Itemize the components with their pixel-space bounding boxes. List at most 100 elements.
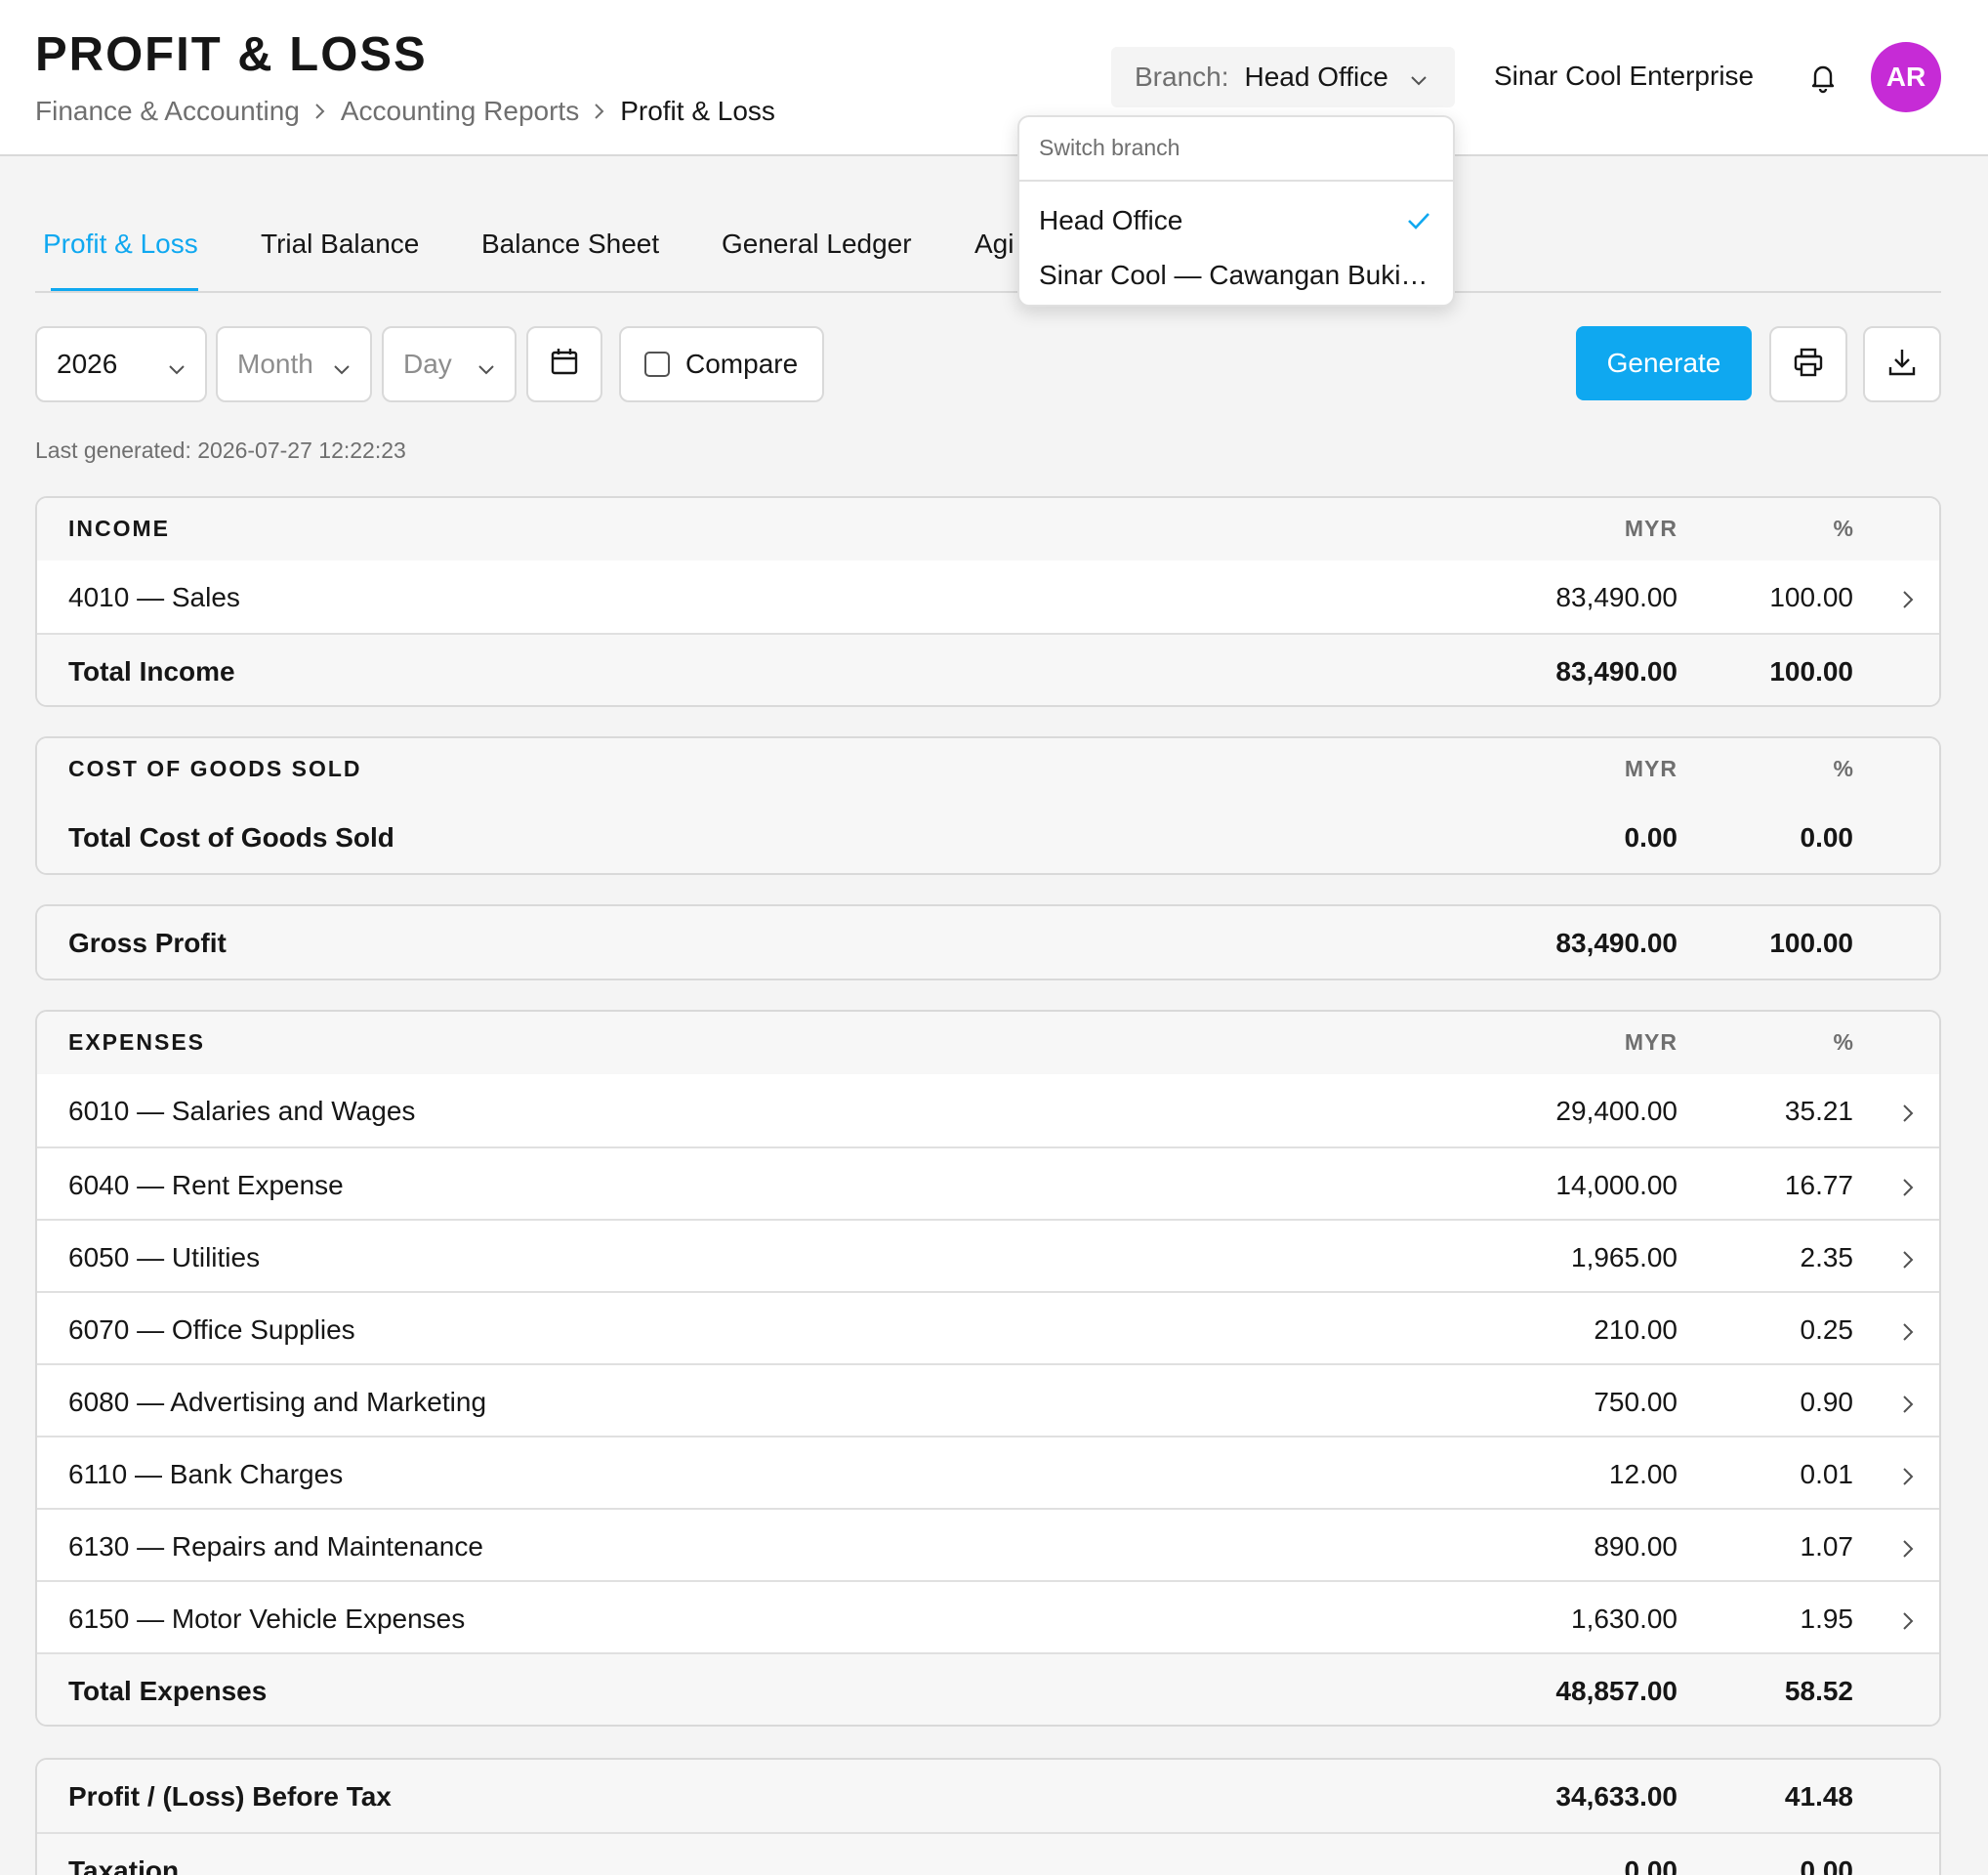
total-label: Gross Profit (68, 928, 227, 958)
chevron-right-icon[interactable] (1900, 1391, 1916, 1422)
branch-label: Branch: (1135, 62, 1229, 92)
table-row[interactable]: 6010 — Salaries and Wages 29,400.00 35.2… (37, 1074, 1939, 1146)
account-percent: 0.90 (1800, 1387, 1854, 1417)
print-button[interactable] (1769, 326, 1847, 402)
generate-button[interactable]: Generate (1576, 326, 1752, 400)
compare-checkbox[interactable] (644, 352, 670, 377)
table-row[interactable]: 4010 — Sales 83,490.00 100.00 (37, 561, 1939, 633)
chevron-right-icon[interactable] (1900, 1100, 1916, 1131)
year-value: 2026 (57, 349, 118, 379)
chevron-right-icon[interactable] (1900, 1463, 1916, 1494)
column-header-percent: % (1833, 756, 1853, 781)
calendar-icon (550, 347, 579, 383)
section-header: EXPENSES MYR % (37, 1012, 1939, 1074)
total-amount: 83,490.00 (1555, 928, 1677, 958)
chevron-right-icon[interactable] (1900, 1607, 1916, 1639)
branch-value: Head Office (1244, 62, 1388, 92)
chevron-right-icon[interactable] (1900, 1246, 1916, 1277)
chevron-down-icon (166, 355, 187, 387)
branch-option-bukit[interactable]: Sinar Cool — Cawangan Bukit… (1039, 260, 1436, 290)
account-amount: 29,400.00 (1555, 1096, 1677, 1126)
check-icon (1406, 207, 1431, 238)
account-amount: 12.00 (1608, 1459, 1677, 1489)
section-title: EXPENSES (68, 1029, 205, 1055)
total-percent: 0.00 (1800, 822, 1854, 853)
day-select[interactable]: Day (382, 326, 517, 402)
account-percent: 35.21 (1784, 1096, 1853, 1126)
account-name: 6150 — Motor Vehicle Expenses (68, 1604, 466, 1634)
column-header-myr: MYR (1624, 756, 1677, 781)
chevron-right-icon[interactable] (1900, 1535, 1916, 1566)
branch-option-head-office[interactable]: Head Office (1019, 191, 1453, 246)
breadcrumb-accounting-reports[interactable]: Accounting Reports (340, 96, 580, 126)
report-tabs: Profit & Loss Trial Balance Balance Shee… (35, 223, 1941, 293)
avatar[interactable]: AR (1871, 42, 1941, 112)
table-row[interactable]: 6150 — Motor Vehicle Expenses 1,630.00 1… (37, 1580, 1939, 1652)
account-amount: 1,965.00 (1571, 1242, 1677, 1272)
account-name: 6040 — Rent Expense (68, 1170, 344, 1200)
account-percent: 0.01 (1800, 1459, 1854, 1489)
section-header: INCOME MYR % (37, 498, 1939, 561)
notification-bell-icon[interactable] (1806, 61, 1840, 99)
table-row[interactable]: 6080 — Advertising and Marketing 750.00 … (37, 1363, 1939, 1436)
total-percent: 100.00 (1769, 656, 1853, 687)
account-amount: 1,630.00 (1571, 1604, 1677, 1634)
cogs-section: COST OF GOODS SOLD MYR % Total Cost of G… (35, 736, 1941, 875)
account-name: 4010 — Sales (68, 582, 240, 612)
table-row[interactable]: 6130 — Repairs and Maintenance 890.00 1.… (37, 1508, 1939, 1580)
account-amount: 890.00 (1594, 1531, 1677, 1562)
download-button[interactable] (1863, 326, 1941, 402)
section-title: COST OF GOODS SOLD (68, 756, 362, 781)
account-amount: 14,000.00 (1555, 1170, 1677, 1200)
table-row[interactable]: 6070 — Office Supplies 210.00 0.25 (37, 1291, 1939, 1363)
tab-balance-sheet[interactable]: Balance Sheet (481, 229, 660, 259)
breadcrumb-finance-accounting[interactable]: Finance & Accounting (35, 96, 300, 126)
day-placeholder: Day (403, 349, 452, 379)
total-amount: 83,490.00 (1555, 656, 1677, 687)
table-row[interactable]: 6040 — Rent Expense 14,000.00 16.77 (37, 1146, 1939, 1219)
tab-profit-loss[interactable]: Profit & Loss (43, 229, 198, 291)
total-percent: 58.52 (1784, 1676, 1853, 1706)
dropdown-heading: Switch branch (1019, 117, 1453, 182)
chevron-down-icon (476, 355, 497, 387)
profit-before-tax-row: Profit / (Loss) Before Tax 34,633.00 41.… (37, 1760, 1939, 1832)
gross-profit-row: Gross Profit 83,490.00 100.00 (37, 906, 1939, 979)
last-generated-text: Last generated: 2026-07-27 12:22:23 (35, 438, 406, 463)
income-section: INCOME MYR % 4010 — Sales 83,490.00 100.… (35, 496, 1941, 707)
month-select[interactable]: Month (216, 326, 372, 402)
account-name: 6080 — Advertising and Marketing (68, 1387, 487, 1417)
expenses-section: EXPENSES MYR % 6010 — Salaries and Wages… (35, 1010, 1941, 1727)
chevron-right-icon (313, 102, 327, 121)
account-percent: 100.00 (1769, 582, 1853, 612)
total-label: Total Cost of Goods Sold (68, 822, 394, 853)
account-percent: 16.77 (1784, 1170, 1853, 1200)
total-percent: 100.00 (1769, 928, 1853, 958)
total-amount: 34,633.00 (1555, 1781, 1677, 1812)
tab-aging[interactable]: Agi (974, 229, 1015, 259)
account-percent: 0.25 (1800, 1314, 1854, 1345)
breadcrumb: Finance & Accounting Accounting Reports … (35, 96, 775, 127)
column-header-percent: % (1833, 1029, 1853, 1055)
profit-before-tax-section: Profit / (Loss) Before Tax 34,633.00 41.… (35, 1758, 1941, 1875)
table-row[interactable]: 6050 — Utilities 1,965.00 2.35 (37, 1219, 1939, 1291)
year-select[interactable]: 2026 (35, 326, 207, 402)
table-row[interactable]: 6110 — Bank Charges 12.00 0.01 (37, 1436, 1939, 1508)
total-label: Taxation (68, 1855, 180, 1875)
chevron-right-icon[interactable] (1900, 586, 1916, 617)
section-header: COST OF GOODS SOLD MYR % (37, 738, 1939, 801)
company-name[interactable]: Sinar Cool Enterprise (1494, 61, 1755, 91)
page-title: PROFIT & LOSS (35, 28, 428, 81)
total-amount: 0.00 (1624, 822, 1678, 853)
branch-selector[interactable]: Branch: Head Office (1111, 47, 1455, 107)
chevron-right-icon[interactable] (1900, 1174, 1916, 1205)
tab-trial-balance[interactable]: Trial Balance (261, 229, 420, 259)
download-icon (1885, 346, 1919, 384)
compare-toggle[interactable]: Compare (619, 326, 824, 402)
tab-general-ledger[interactable]: General Ledger (722, 229, 912, 259)
chevron-right-icon[interactable] (1900, 1318, 1916, 1350)
taxation-row: Taxation 0.00 0.00 (37, 1832, 1939, 1875)
total-label: Profit / (Loss) Before Tax (68, 1781, 392, 1812)
total-row: Total Cost of Goods Sold 0.00 0.00 (37, 801, 1939, 873)
calendar-button[interactable] (526, 326, 602, 402)
printer-icon (1792, 346, 1825, 384)
